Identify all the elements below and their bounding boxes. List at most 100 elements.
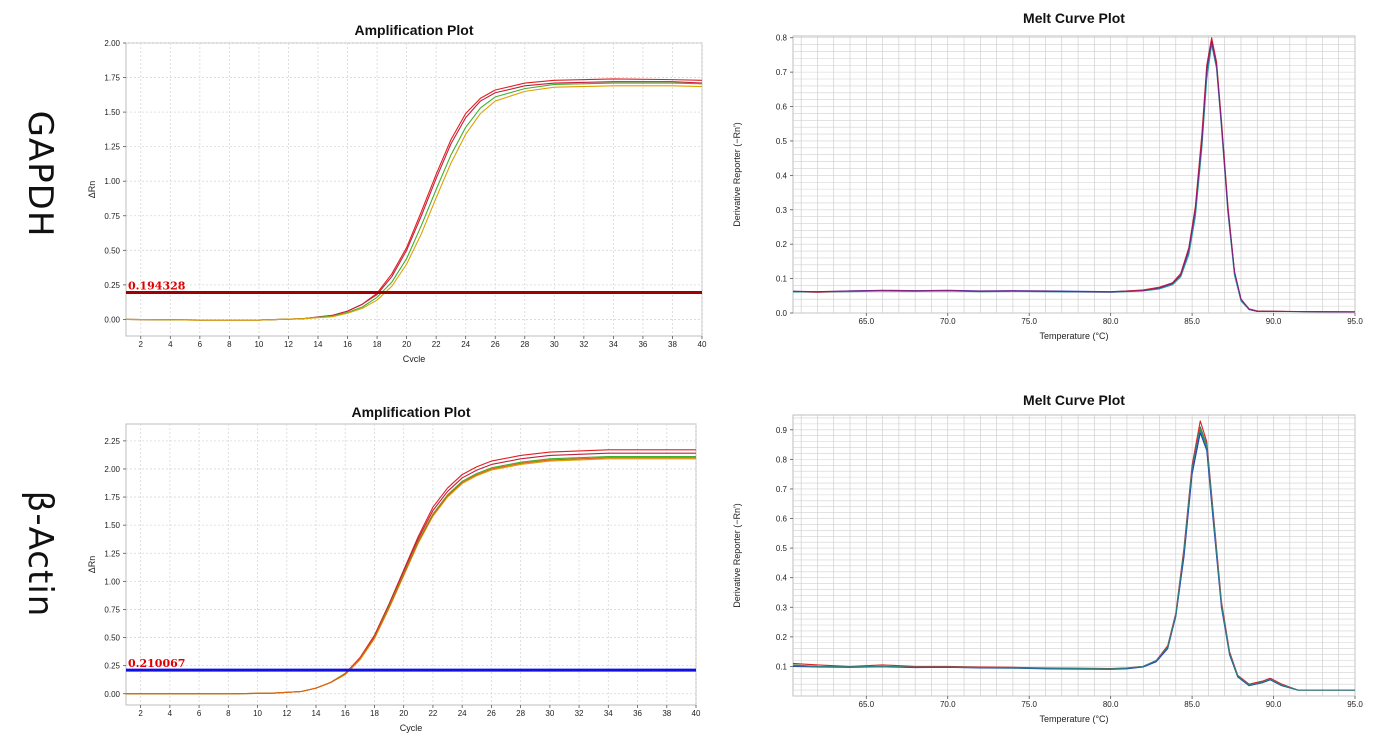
y-tick-label: 0.5 xyxy=(776,544,788,553)
x-tick-label: 12 xyxy=(284,340,293,349)
x-tick-label: 34 xyxy=(609,340,618,349)
y-tick-label: 0.00 xyxy=(104,690,120,699)
x-tick-label: 30 xyxy=(545,709,554,718)
y-tick-label: 1.75 xyxy=(104,74,120,83)
x-tick-label: 18 xyxy=(373,340,382,349)
x-tick-label: 30 xyxy=(550,340,559,349)
x-tick-label: 20 xyxy=(399,709,408,718)
x-tick-label: 18 xyxy=(370,709,379,718)
x-tick-label: 75.0 xyxy=(1021,317,1037,326)
x-tick-label: 26 xyxy=(491,340,500,349)
y-axis-label: Derivative Reporter (−Rn') xyxy=(732,503,742,608)
x-tick-label: 2 xyxy=(138,709,143,718)
y-tick-label: 0.4 xyxy=(776,171,788,180)
y-tick-label: 0.6 xyxy=(776,103,788,112)
x-tick-label: 10 xyxy=(254,340,263,349)
x-tick-label: 80.0 xyxy=(1103,700,1119,709)
x-tick-label: 65.0 xyxy=(859,700,875,709)
x-tick-label: 34 xyxy=(604,709,613,718)
threshold-label: 0.194328 xyxy=(128,280,186,293)
x-tick-label: 38 xyxy=(662,709,671,718)
y-tick-label: 1.00 xyxy=(104,177,120,186)
y-tick-label: 0.1 xyxy=(776,662,788,671)
y-tick-label: 2.00 xyxy=(104,39,120,48)
x-tick-label: 24 xyxy=(461,340,470,349)
y-tick-label: 0.6 xyxy=(776,515,788,524)
y-tick-label: 0.9 xyxy=(776,426,788,435)
y-tick-label: 2.00 xyxy=(104,465,120,474)
x-tick-label: 2 xyxy=(139,340,144,349)
x-tick-label: 16 xyxy=(341,709,350,718)
x-tick-label: 85.0 xyxy=(1184,700,1200,709)
x-tick-label: 28 xyxy=(520,340,529,349)
chart-title: Amplification Plot xyxy=(352,404,471,420)
x-tick-label: 14 xyxy=(312,709,321,718)
y-tick-label: 0.3 xyxy=(776,206,788,215)
series-group xyxy=(126,449,696,695)
y-tick-label: 1.25 xyxy=(104,549,120,558)
y-tick-label: 0.8 xyxy=(776,455,788,464)
x-tick-label: 90.0 xyxy=(1266,317,1282,326)
y-tick-label: 1.50 xyxy=(104,521,120,530)
x-tick-label: 95.0 xyxy=(1347,700,1363,709)
x-tick-label: 4 xyxy=(168,340,173,349)
series-group xyxy=(793,420,1355,691)
y-tick-label: 1.75 xyxy=(104,493,120,502)
y-tick-label: 0.4 xyxy=(776,574,788,583)
series-group xyxy=(793,37,1355,313)
x-tick-label: 10 xyxy=(253,709,262,718)
x-tick-label: 70.0 xyxy=(940,700,956,709)
x-tick-label: 8 xyxy=(226,709,231,718)
y-tick-label: 0.00 xyxy=(104,315,120,324)
y-tick-label: 0.25 xyxy=(104,662,120,671)
x-tick-label: 80.0 xyxy=(1103,317,1119,326)
x-tick-label: 24 xyxy=(458,709,467,718)
y-tick-label: 1.50 xyxy=(104,108,120,117)
row-label-beta-actin: β-Actin xyxy=(20,490,60,618)
x-tick-label: 12 xyxy=(282,709,291,718)
y-tick-label: 0.2 xyxy=(776,633,788,642)
threshold-label: 0.210067 xyxy=(128,657,185,670)
y-tick-label: 1.25 xyxy=(104,143,120,152)
y-tick-label: 0.25 xyxy=(104,281,120,290)
y-tick-label: 0.75 xyxy=(104,212,120,221)
y-tick-label: 0.50 xyxy=(104,634,120,643)
chart-title: Melt Curve Plot xyxy=(1023,392,1125,408)
y-tick-label: 0.3 xyxy=(776,603,788,612)
x-axis-label: Temperature (°C) xyxy=(1039,714,1108,724)
y-axis-label: Derivative Reporter (−Rn') xyxy=(732,122,742,227)
chart-title: Amplification Plot xyxy=(355,22,474,38)
x-tick-label: 95.0 xyxy=(1347,317,1363,326)
x-tick-label: 85.0 xyxy=(1184,317,1200,326)
x-tick-label: 38 xyxy=(668,340,677,349)
x-axis-label: Cycle xyxy=(403,354,426,362)
x-tick-label: 6 xyxy=(197,709,202,718)
y-tick-label: 2.25 xyxy=(104,437,120,446)
x-tick-label: 36 xyxy=(633,709,642,718)
x-tick-label: 70.0 xyxy=(940,317,956,326)
y-tick-label: 0.5 xyxy=(776,137,788,146)
y-tick-label: 0.2 xyxy=(776,240,788,249)
x-axis-label: Temperature (°C) xyxy=(1039,331,1108,341)
y-tick-label: 0.0 xyxy=(776,309,788,318)
x-tick-label: 6 xyxy=(198,340,203,349)
y-axis-label: ΔRn xyxy=(87,556,97,574)
x-axis-label: Cycle xyxy=(400,723,423,733)
x-tick-label: 26 xyxy=(487,709,496,718)
x-tick-label: 90.0 xyxy=(1266,700,1282,709)
series-line-4 xyxy=(793,426,1355,691)
plot-area xyxy=(125,42,703,337)
series-line-4 xyxy=(126,85,702,321)
x-tick-label: 16 xyxy=(343,340,352,349)
series-line-5 xyxy=(126,457,696,695)
x-tick-label: 32 xyxy=(575,709,584,718)
y-tick-label: 0.50 xyxy=(104,246,120,255)
x-tick-label: 40 xyxy=(698,340,707,349)
y-tick-label: 0.8 xyxy=(776,34,788,43)
y-tick-label: 1.00 xyxy=(104,577,120,586)
series-group xyxy=(126,78,702,321)
gapdh-melt-curve-plot: Melt Curve Plot 65.0 70.0 75.0 80.0 85.0 90.0 9… xyxy=(732,10,1363,341)
x-tick-label: 14 xyxy=(314,340,323,349)
